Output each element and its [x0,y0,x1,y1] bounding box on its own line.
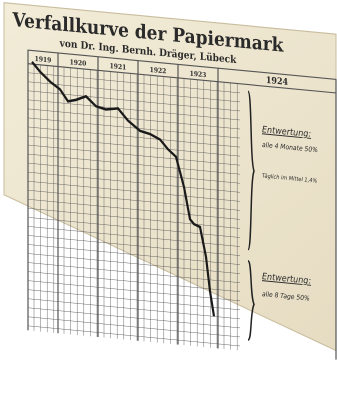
year-label: 1920 [70,58,87,68]
grid-line [28,326,240,346]
year-label: 1922 [150,66,167,76]
year-label: 1924 [266,75,288,88]
chart-sheet: Verfallkurve der Papiermark von Dr. Ing.… [4,3,336,360]
year-label: 1919 [35,55,52,65]
photo: Verfallkurve der Papiermark von Dr. Ing.… [0,0,337,395]
grid-line [28,317,240,337]
grid-line [28,299,240,319]
grid-line [28,290,240,310]
year-label: 1923 [190,69,207,79]
year-label: 1921 [110,62,127,72]
grid-line [28,308,240,328]
